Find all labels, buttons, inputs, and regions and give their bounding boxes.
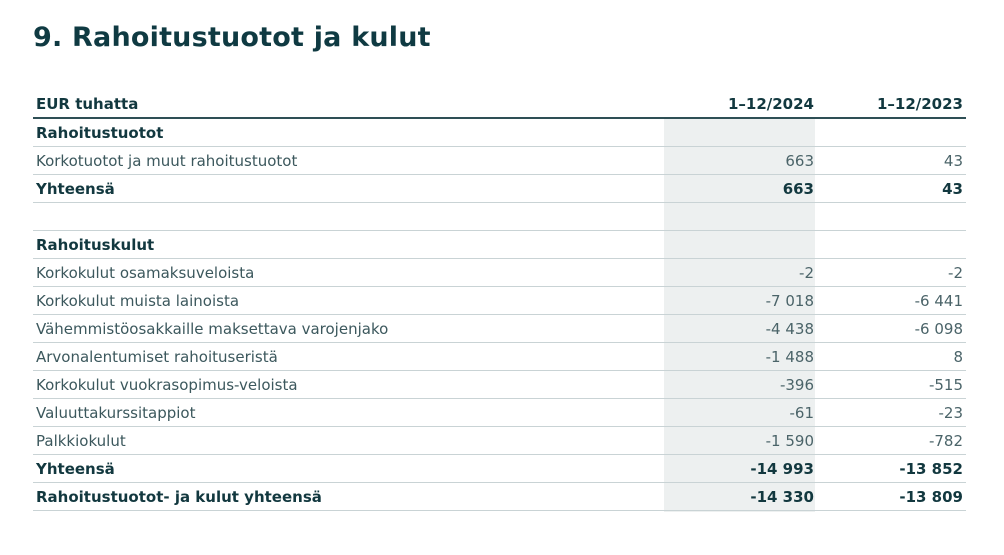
table-row bbox=[33, 202, 966, 231]
value-2023: 8 bbox=[817, 342, 966, 371]
table-row: Korkokulut muista lainoista -7 018 -6 441 bbox=[33, 286, 966, 315]
table-row: Korkokulut osamaksuveloista -2 -2 bbox=[33, 258, 966, 287]
value-2023: -515 bbox=[817, 370, 966, 399]
value-2024: -1 488 bbox=[659, 342, 817, 371]
value-2023: -13 852 bbox=[817, 454, 966, 483]
value-2023: 43 bbox=[817, 174, 966, 203]
value-2024: -61 bbox=[659, 398, 817, 427]
row-label: Rahoitustuotot bbox=[33, 118, 659, 147]
table-header: EUR tuhatta 1–12/2024 1–12/2023 bbox=[33, 90, 966, 119]
row-label: Arvonalentumiset rahoituseristä bbox=[33, 342, 659, 371]
value-2024: -7 018 bbox=[659, 286, 817, 315]
header-2024: 1–12/2024 bbox=[659, 90, 817, 119]
table-row: Rahoitustuotot bbox=[33, 118, 966, 147]
header-2023: 1–12/2023 bbox=[817, 90, 966, 119]
table-row: Rahoituskulut bbox=[33, 230, 966, 259]
table-row: Vähemmistöosakkaille maksettava varojenj… bbox=[33, 314, 966, 343]
table-row: Arvonalentumiset rahoituseristä -1 488 8 bbox=[33, 342, 966, 371]
table-row: Valuuttakurssitappiot -61 -23 bbox=[33, 398, 966, 427]
value-2024: -2 bbox=[659, 258, 817, 287]
financial-table: EUR tuhatta 1–12/2024 1–12/2023 Rahoitus… bbox=[33, 90, 966, 511]
row-label bbox=[33, 202, 659, 231]
row-label: Korkokulut muista lainoista bbox=[33, 286, 659, 315]
value-2023: 43 bbox=[817, 146, 966, 175]
value-2023: -782 bbox=[817, 426, 966, 455]
table-row: Yhteensä 663 43 bbox=[33, 174, 966, 203]
row-label: Rahoitustuotot- ja kulut yhteensä bbox=[33, 482, 659, 511]
table-row: Yhteensä -14 993 -13 852 bbox=[33, 454, 966, 483]
table-row: Palkkiokulut -1 590 -782 bbox=[33, 426, 966, 455]
row-label: Korkokulut vuokrasopimus-veloista bbox=[33, 370, 659, 399]
value-2023: -23 bbox=[817, 398, 966, 427]
row-label: Vähemmistöosakkaille maksettava varojenj… bbox=[33, 314, 659, 343]
table-row: Rahoitustuotot- ja kulut yhteensä -14 330… bbox=[33, 482, 966, 511]
value-2024 bbox=[659, 118, 817, 147]
value-2024: -14 330 bbox=[659, 482, 817, 511]
value-2023: -2 bbox=[817, 258, 966, 287]
row-label: Yhteensä bbox=[33, 174, 659, 203]
value-2024: -14 993 bbox=[659, 454, 817, 483]
table-row: Korkotuotot ja muut rahoitustuotot 663 43 bbox=[33, 146, 966, 175]
row-label: Yhteensä bbox=[33, 454, 659, 483]
row-label: Rahoituskulut bbox=[33, 230, 659, 259]
value-2024: -4 438 bbox=[659, 314, 817, 343]
value-2023 bbox=[817, 202, 966, 231]
page-title: 9. Rahoitustuotot ja kulut bbox=[33, 22, 431, 53]
header-label: EUR tuhatta bbox=[33, 90, 659, 119]
value-2023 bbox=[817, 118, 966, 147]
value-2023: -6 098 bbox=[817, 314, 966, 343]
value-2024: 663 bbox=[659, 174, 817, 203]
value-2023: -6 441 bbox=[817, 286, 966, 315]
value-2023 bbox=[817, 230, 966, 259]
value-2024: -1 590 bbox=[659, 426, 817, 455]
value-2024: -396 bbox=[659, 370, 817, 399]
value-2023: -13 809 bbox=[817, 482, 966, 511]
row-label: Korkokulut osamaksuveloista bbox=[33, 258, 659, 287]
row-label: Korkotuotot ja muut rahoitustuotot bbox=[33, 146, 659, 175]
value-2024: 663 bbox=[659, 146, 817, 175]
row-label: Palkkiokulut bbox=[33, 426, 659, 455]
table-row: Korkokulut vuokrasopimus-veloista -396 -51… bbox=[33, 370, 966, 399]
value-2024 bbox=[659, 230, 817, 259]
row-label: Valuuttakurssitappiot bbox=[33, 398, 659, 427]
value-2024 bbox=[659, 202, 817, 231]
